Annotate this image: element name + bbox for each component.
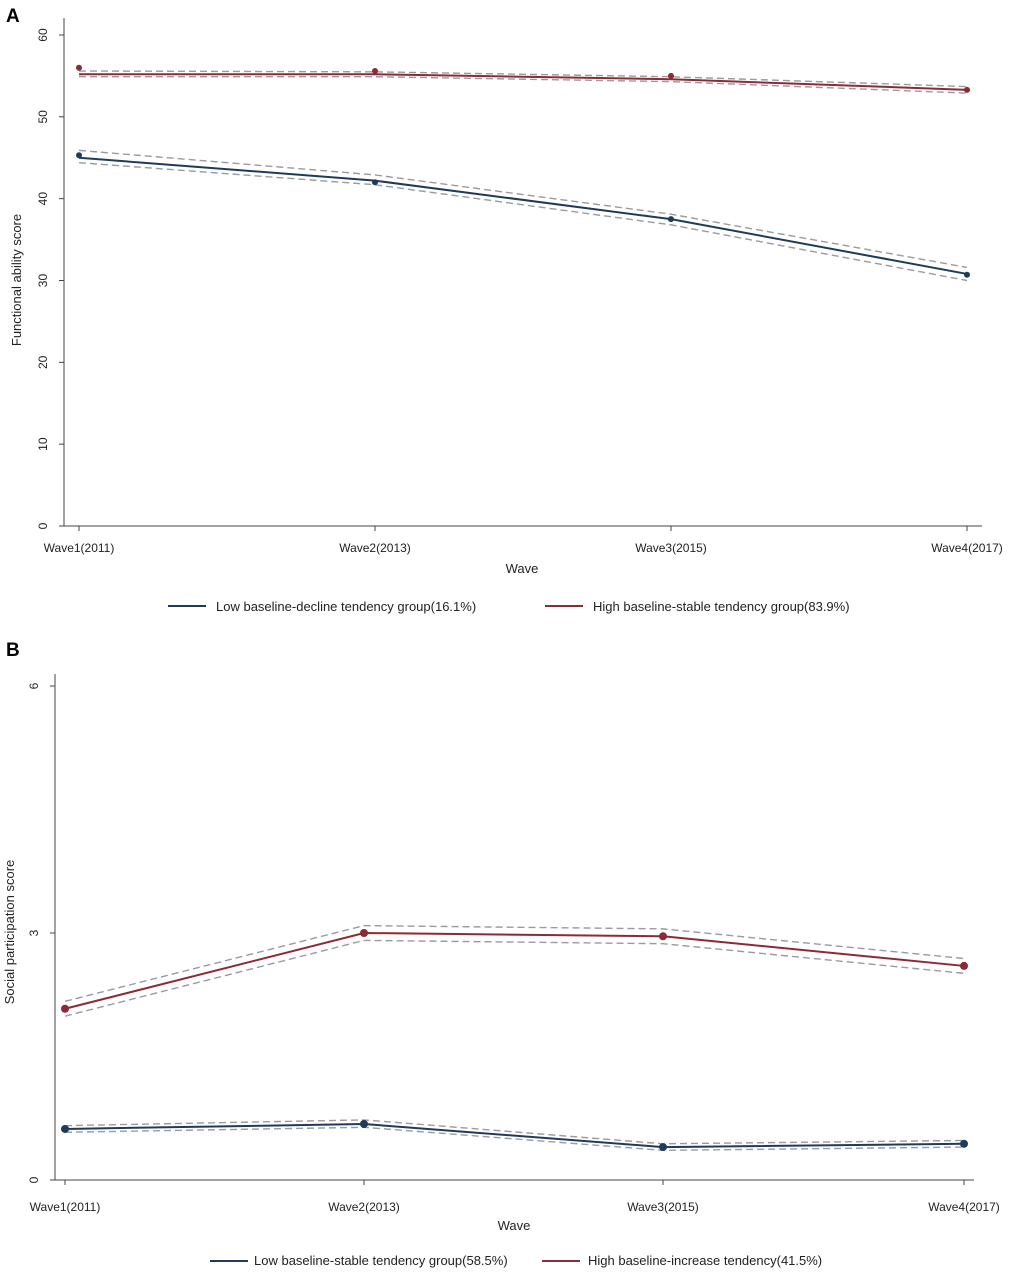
y-tick-label: 40 bbox=[36, 192, 50, 206]
data-point bbox=[360, 929, 368, 937]
data-point bbox=[960, 1139, 968, 1148]
y-tick-label: 60 bbox=[36, 28, 50, 42]
social-participation-chart: B Social participation score Wave Low ba… bbox=[2, 640, 1000, 1268]
legend: Low baseline-decline tendency group(16.1… bbox=[168, 599, 850, 614]
series-line bbox=[79, 73, 968, 91]
data-point bbox=[61, 1004, 69, 1013]
data-point bbox=[372, 68, 378, 75]
panel-b: B Social participation score Wave Low ba… bbox=[0, 636, 1013, 1271]
data-point bbox=[76, 152, 82, 159]
x-tick-label: Wave3(2015) bbox=[635, 541, 707, 555]
panel-a: A Functional ability score Wave Low base… bbox=[0, 0, 1013, 630]
data-point bbox=[61, 1124, 69, 1133]
ci-lower-line bbox=[78, 161, 968, 282]
x-tick-label: Wave2(2013) bbox=[339, 541, 411, 555]
panel-label-a: A bbox=[6, 6, 20, 27]
series-line bbox=[64, 931, 965, 1010]
legend: Low baseline-stable tendency group(58.5%… bbox=[210, 1253, 822, 1268]
data-point bbox=[960, 961, 968, 970]
ci-lower-line bbox=[64, 1126, 965, 1152]
data-point bbox=[372, 179, 378, 186]
functional-ability-chart: A Functional ability score Wave Low base… bbox=[6, 6, 1003, 614]
data-point bbox=[668, 72, 674, 79]
y-tick-label: 30 bbox=[36, 274, 50, 288]
x-axis-title: Wave bbox=[506, 561, 539, 576]
y-tick-label: 50 bbox=[36, 110, 50, 124]
data-point bbox=[659, 1143, 667, 1152]
data-point bbox=[964, 271, 970, 278]
ci-upper-line bbox=[64, 924, 965, 1003]
y-tick-label: 10 bbox=[36, 437, 50, 451]
data-point bbox=[659, 932, 667, 941]
y-axis-title: Functional ability score bbox=[9, 214, 24, 346]
legend-label-high: High baseline-increase tendency(41.5%) bbox=[588, 1253, 822, 1268]
ci-upper-line bbox=[78, 149, 968, 269]
x-tick-label: Wave4(2017) bbox=[931, 541, 1003, 555]
series-line bbox=[78, 156, 968, 275]
series-line bbox=[64, 1123, 965, 1149]
data-point bbox=[964, 86, 970, 93]
legend-label-high: High baseline-stable tendency group(83.9… bbox=[593, 599, 850, 614]
ci-upper-line bbox=[64, 1119, 965, 1145]
plot-area: 0 3 6 Wave1(2011) Wave2(2013) Wave3(2015) Wave… bbox=[27, 674, 1000, 1214]
x-tick-label: Wave3(2015) bbox=[627, 1200, 699, 1214]
x-tick-label: Wave1(2011) bbox=[30, 1200, 101, 1214]
legend-label-low: Low baseline-stable tendency group(58.5%… bbox=[254, 1253, 508, 1268]
y-tick-label: 6 bbox=[27, 682, 41, 689]
y-tick-label: 0 bbox=[27, 1176, 41, 1183]
legend-label-low: Low baseline-decline tendency group(16.1… bbox=[216, 599, 476, 614]
panel-label-b: B bbox=[6, 640, 20, 661]
x-tick-label: Wave2(2013) bbox=[328, 1200, 400, 1214]
ci-lower-line bbox=[79, 76, 968, 94]
y-axis-title: Social participation score bbox=[2, 860, 17, 1005]
data-point bbox=[668, 216, 674, 223]
x-tick-label: Wave4(2017) bbox=[928, 1200, 1000, 1214]
y-tick-label: 0 bbox=[36, 522, 50, 529]
x-tick-label: Wave1(2011) bbox=[44, 541, 115, 555]
y-tick-label: 3 bbox=[27, 929, 41, 936]
x-axis-title: Wave bbox=[498, 1218, 531, 1233]
y-tick-label: 20 bbox=[36, 355, 50, 369]
ci-upper-line bbox=[78, 70, 968, 88]
data-point bbox=[76, 64, 82, 71]
data-point bbox=[360, 1120, 368, 1129]
plot-area: 0 10 20 30 40 50 60 Wave1(2011) Wave2(2013) Wave3… bbox=[36, 18, 1003, 555]
ci-lower-line bbox=[64, 939, 965, 1017]
